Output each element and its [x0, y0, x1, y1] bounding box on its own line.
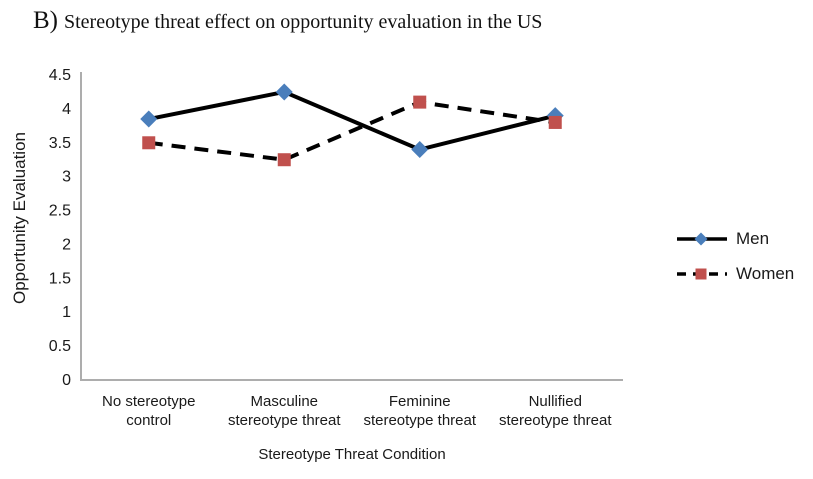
- svg-text:2: 2: [62, 236, 71, 253]
- svg-text:1: 1: [62, 304, 71, 321]
- legend-item-women: Women: [676, 264, 795, 283]
- svg-text:2.5: 2.5: [49, 203, 71, 220]
- figure-title: B) Stereotype threat effect on opportunit…: [33, 7, 542, 35]
- legend-label-women: Women: [736, 264, 795, 283]
- legend-swatch-women-line-square-icon: [677, 268, 727, 280]
- legend-item-men: Men: [676, 229, 794, 248]
- x-axis-title: Stereotype Threat Condition: [258, 446, 446, 463]
- svg-text:3: 3: [62, 169, 71, 186]
- svg-text:Feminine: Feminine: [389, 393, 451, 410]
- panel-label: B): [33, 7, 58, 34]
- legend-swatch-men-line-diamond-icon: [677, 232, 727, 246]
- svg-text:stereotype threat: stereotype threat: [499, 412, 612, 429]
- svg-text:No stereotype: No stereotype: [102, 393, 195, 410]
- svg-text:3.5: 3.5: [49, 135, 71, 152]
- svg-text:control: control: [126, 412, 171, 429]
- svg-text:stereotype threat: stereotype threat: [363, 412, 476, 429]
- svg-text:1.5: 1.5: [49, 270, 71, 287]
- svg-text:4: 4: [62, 101, 71, 118]
- legend: Men Women: [676, 229, 795, 283]
- svg-text:Masculine: Masculine: [250, 393, 318, 410]
- svg-text:0: 0: [62, 372, 71, 389]
- svg-text:0.5: 0.5: [49, 338, 71, 355]
- svg-text:4.5: 4.5: [49, 67, 71, 84]
- legend-label-men: Men: [736, 229, 770, 248]
- svg-text:Nullified: Nullified: [529, 393, 582, 410]
- svg-text:stereotype threat: stereotype threat: [228, 412, 341, 429]
- chart-svg: 0 0.5 1 1.5 2 2.5 3 3.5 4 4.5 No stereotype control…: [49, 67, 623, 429]
- figure-title-text: Stereotype threat effect on opportunity …: [64, 11, 543, 33]
